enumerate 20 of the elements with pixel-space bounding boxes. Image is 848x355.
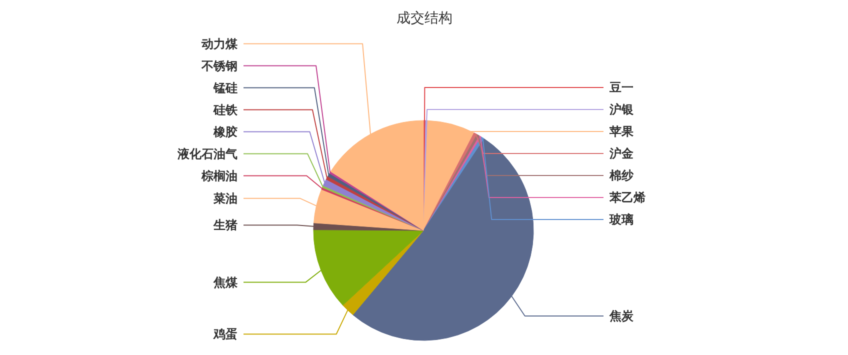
slice-label: 橡胶	[212, 124, 238, 139]
slice-label: 锰硅	[212, 80, 238, 95]
slice-label: 焦煤	[212, 275, 238, 290]
slice-label: 沪银	[608, 102, 634, 117]
slice-label: 玻璃	[608, 212, 634, 227]
slice-label: 豆一	[608, 80, 634, 95]
slice-label: 苯乙烯	[608, 190, 646, 205]
slice-label: 硅铁	[212, 102, 238, 117]
slice-label: 鸡蛋	[212, 327, 238, 342]
slice-label: 不锈钢	[200, 58, 238, 73]
slice-label: 苹果	[608, 124, 634, 139]
slice-label: 菜油	[212, 191, 238, 206]
slice-label: 沪金	[608, 146, 634, 161]
slice-label: 生猪	[212, 218, 238, 232]
slice-label: 焦炭	[608, 309, 634, 323]
slice-label: 棕榈油	[200, 168, 238, 183]
slice-label: 棉纱	[608, 168, 634, 183]
chart-title: 成交结构	[396, 10, 452, 26]
slice-label: 液化石油气	[176, 146, 238, 161]
slice-label: 动力煤	[200, 36, 238, 51]
